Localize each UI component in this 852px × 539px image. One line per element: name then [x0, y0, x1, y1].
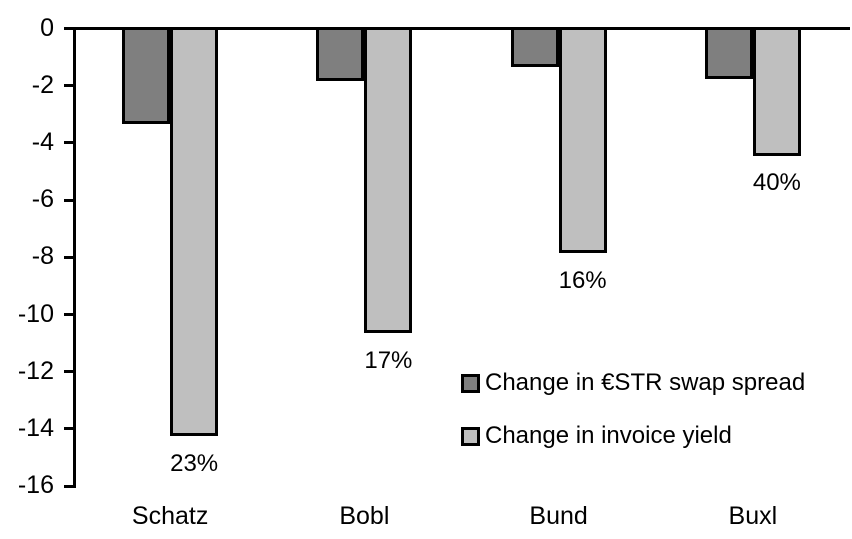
- y-tick-label: -4: [31, 127, 54, 156]
- bar-buxl-swap-spread: [704, 27, 753, 79]
- y-tick-label: -6: [31, 185, 54, 214]
- bar-bund-swap-spread: [510, 27, 559, 68]
- y-tick-mark: [64, 370, 76, 374]
- y-tick-label: -16: [17, 471, 54, 500]
- y-tick-label: -2: [31, 70, 54, 99]
- y-tick-mark: [64, 255, 76, 259]
- category-label-schatz: Schatz: [131, 502, 209, 530]
- y-tick-mark: [64, 427, 76, 431]
- legend-label-invoice-yield: Change in invoice yield: [485, 422, 732, 450]
- bar-bobl-invoice-yield: [364, 27, 413, 334]
- data-label-bund: 16%: [558, 266, 607, 294]
- y-tick-mark: [64, 141, 76, 145]
- data-label-buxl: 40%: [752, 169, 801, 197]
- legend-item-swap-spread: Change in €STR swap spread: [461, 369, 806, 396]
- bar-schatz-swap-spread: [122, 27, 171, 125]
- bar-bobl-swap-spread: [316, 27, 365, 82]
- y-tick-label: -14: [17, 413, 54, 442]
- category-label-bobl: Bobl: [339, 502, 390, 530]
- category-label-buxl: Buxl: [728, 502, 778, 530]
- y-tick-label: -10: [17, 299, 54, 328]
- bar-buxl-invoice-yield: [752, 27, 801, 156]
- y-tick-mark: [64, 313, 76, 316]
- data-label-schatz: 23%: [170, 449, 219, 477]
- legend-swatch-swap-spread-icon: [461, 373, 480, 393]
- legend-label-swap-spread: Change in €STR swap spread: [485, 369, 806, 396]
- y-tick-mark: [64, 484, 76, 488]
- y-tick-label: -12: [17, 356, 54, 385]
- data-label-bobl: 17%: [364, 346, 413, 374]
- bar-schatz-invoice-yield: [170, 27, 219, 437]
- y-tick-label: 0: [40, 13, 54, 42]
- x-axis-line: [73, 27, 850, 30]
- bar-bund-invoice-yield: [558, 27, 607, 254]
- y-tick-label: -8: [31, 242, 54, 271]
- y-tick-mark: [64, 198, 76, 202]
- legend-swatch-invoice-yield-icon: [461, 427, 480, 447]
- legend: Change in €STR swap spread Change in inv…: [461, 369, 806, 450]
- category-label-bund: Bund: [529, 502, 588, 530]
- legend-item-invoice-yield: Change in invoice yield: [461, 422, 805, 450]
- y-tick-mark: [64, 27, 76, 30]
- y-tick-mark: [64, 84, 76, 88]
